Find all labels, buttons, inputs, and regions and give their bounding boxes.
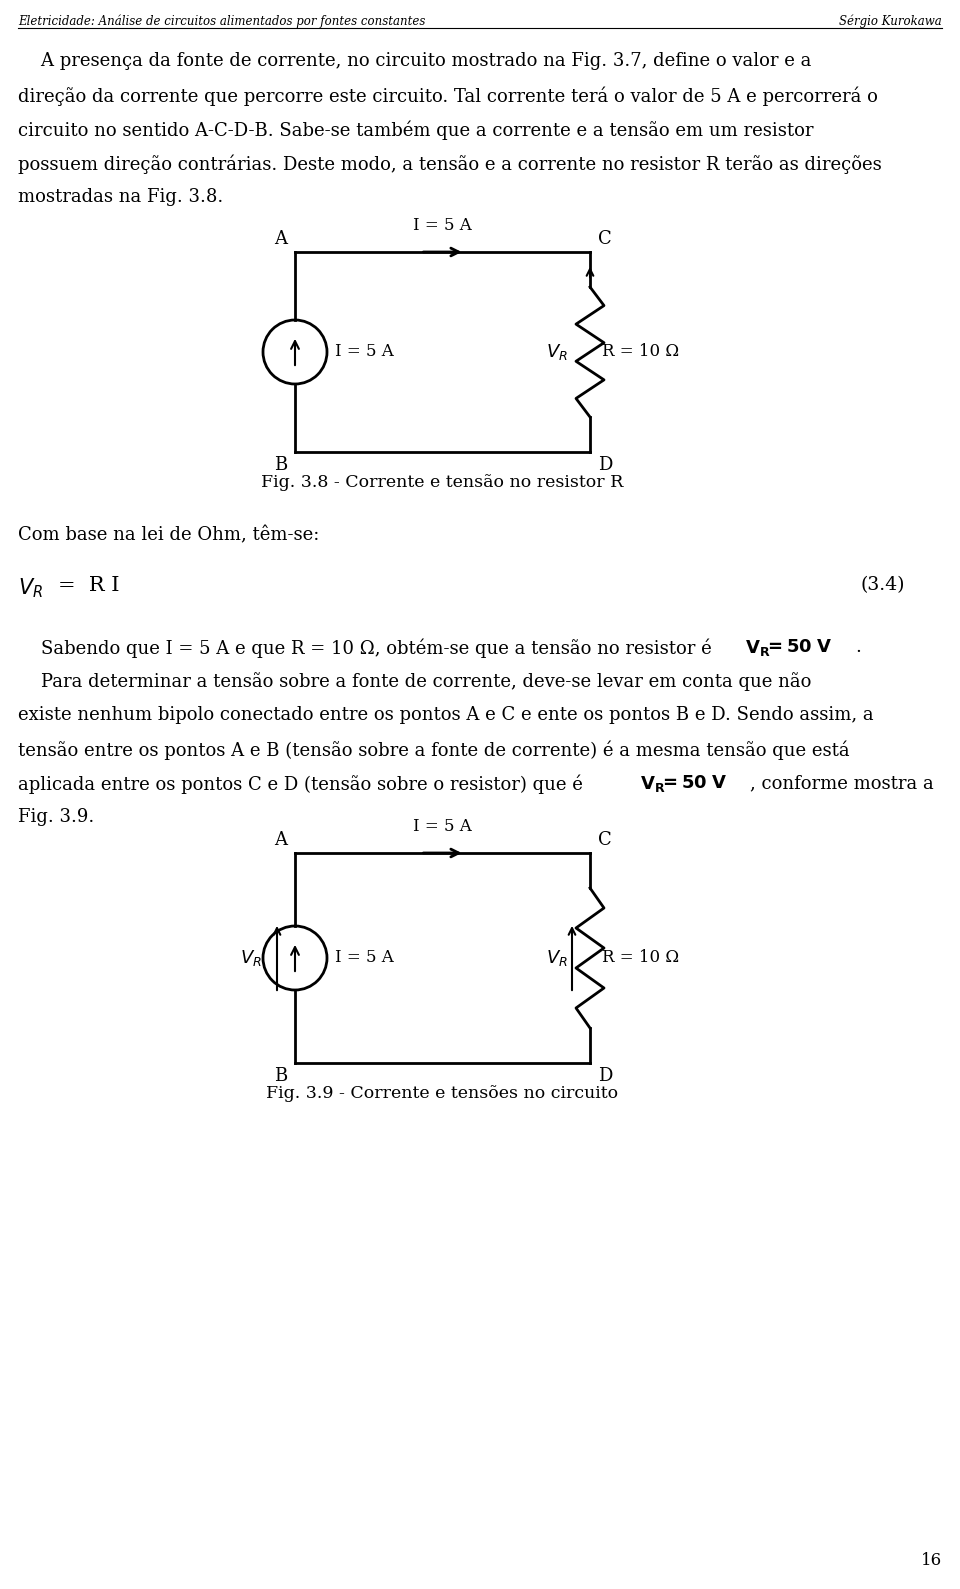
Text: Fig. 3.9.: Fig. 3.9.: [18, 807, 94, 826]
Text: A: A: [274, 831, 287, 849]
Text: possuem direção contrárias. Deste modo, a tensão e a corrente no resistor R terã: possuem direção contrárias. Deste modo, …: [18, 154, 881, 173]
Text: existe nenhum bipolo conectado entre os pontos A e C e ente os pontos B e D. Sen: existe nenhum bipolo conectado entre os …: [18, 706, 874, 725]
Text: I = 5 A: I = 5 A: [413, 218, 472, 234]
Text: $V_R$: $V_R$: [18, 575, 43, 599]
Text: A: A: [274, 230, 287, 248]
Text: C: C: [598, 831, 612, 849]
Text: mostradas na Fig. 3.8.: mostradas na Fig. 3.8.: [18, 188, 224, 207]
Text: Para determinar a tensão sobre a fonte de corrente, deve-se levar em conta que n: Para determinar a tensão sobre a fonte d…: [18, 672, 811, 691]
Text: D: D: [598, 1066, 612, 1085]
Text: D: D: [598, 456, 612, 474]
Text: B: B: [274, 1066, 287, 1085]
Text: $\mathbf{V_R}$: $\mathbf{V_R}$: [640, 774, 665, 794]
Text: 16: 16: [921, 1552, 942, 1568]
Text: B: B: [274, 456, 287, 474]
Text: $V_R$: $V_R$: [240, 949, 262, 968]
Text: R = 10 Ω: R = 10 Ω: [602, 950, 679, 966]
Text: $\mathbf{= 50\ V}$: $\mathbf{= 50\ V}$: [764, 639, 833, 656]
Text: I = 5 A: I = 5 A: [335, 343, 394, 361]
Text: Fig. 3.8 - Corrente e tensão no resistor R: Fig. 3.8 - Corrente e tensão no resistor…: [261, 474, 624, 491]
Text: $V_R$: $V_R$: [546, 949, 568, 968]
Text: circuito no sentido A-C-D-B. Sabe-se também que a corrente e a tensão em um resi: circuito no sentido A-C-D-B. Sabe-se tam…: [18, 121, 813, 140]
Text: R = 10 Ω: R = 10 Ω: [602, 343, 679, 361]
Text: Com base na lei de Ohm, têm-se:: Com base na lei de Ohm, têm-se:: [18, 526, 320, 543]
Text: Sabendo que I = 5 A e que R = 10 Ω, obtém-se que a tensão no resistor é: Sabendo que I = 5 A e que R = 10 Ω, obté…: [18, 639, 717, 658]
Text: Sérgio Kurokawa: Sérgio Kurokawa: [839, 14, 942, 27]
Text: I = 5 A: I = 5 A: [413, 818, 472, 834]
Text: tensão entre os pontos A e B (tensão sobre a fonte de corrente) é a mesma tensão: tensão entre os pontos A e B (tensão sob…: [18, 740, 850, 760]
Text: $\mathbf{V_R}$: $\mathbf{V_R}$: [745, 639, 771, 658]
Text: $\mathbf{= 50\ V}$: $\mathbf{= 50\ V}$: [659, 774, 728, 791]
Text: I = 5 A: I = 5 A: [335, 950, 394, 966]
Text: (3.4): (3.4): [860, 575, 905, 594]
Text: $V_R$: $V_R$: [546, 342, 568, 362]
Text: C: C: [598, 230, 612, 248]
Text: Eletricidade: Análise de circuitos alimentados por fontes constantes: Eletricidade: Análise de circuitos alime…: [18, 14, 425, 27]
Text: =  R I: = R I: [58, 575, 119, 594]
Text: aplicada entre os pontos C e D (tensão sobre o resistor) que é: aplicada entre os pontos C e D (tensão s…: [18, 774, 588, 793]
Text: , conforme mostra a: , conforme mostra a: [750, 774, 934, 791]
Text: Fig. 3.9 - Corrente e tensões no circuito: Fig. 3.9 - Corrente e tensões no circuit…: [267, 1085, 618, 1103]
Text: A presença da fonte de corrente, no circuito mostrado na Fig. 3.7, define o valo: A presença da fonte de corrente, no circ…: [18, 52, 811, 70]
Text: direção da corrente que percorre este circuito. Tal corrente terá o valor de 5 A: direção da corrente que percorre este ci…: [18, 86, 877, 105]
Text: .: .: [855, 639, 861, 656]
